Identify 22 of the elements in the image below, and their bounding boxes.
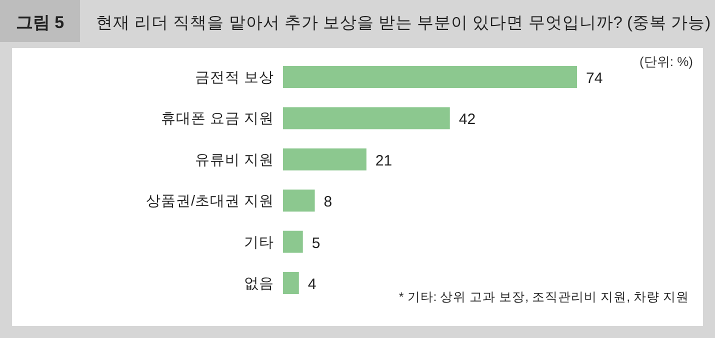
y-tick-label: 금전적 보상 xyxy=(194,70,274,86)
y-tick-label: 유류비 지원 xyxy=(194,152,274,168)
data-label: 21 xyxy=(375,152,392,170)
data-label: 8 xyxy=(324,194,332,211)
data-label: 5 xyxy=(312,234,320,252)
bar xyxy=(283,190,315,212)
annotation: * 기타: 상위 고과 보장, 조직관리비 지원, 차량 지원 xyxy=(398,290,689,304)
data-label: 42 xyxy=(458,111,476,128)
y-tick-label: 기타 xyxy=(244,234,274,251)
bar xyxy=(283,148,366,170)
data-label: 4 xyxy=(308,276,316,293)
y-tick-label: 상품권/초대권 지원 xyxy=(146,194,274,210)
bar xyxy=(283,272,299,294)
text: (단위: %) xyxy=(640,54,693,69)
bar xyxy=(283,66,577,88)
y-tick-label: 휴대폰 요금 지원 xyxy=(160,111,274,128)
chart-title: 현재 리더 직책을 맡아서 추가 보상을 받는 부분이 있다면 무엇입니까? (중복 가능) xyxy=(96,14,711,32)
bar xyxy=(283,230,303,253)
bar xyxy=(283,107,450,130)
data-label: 74 xyxy=(586,70,603,87)
y-tick-label: 없음 xyxy=(244,276,274,292)
caption: 그림 5 xyxy=(16,13,64,32)
